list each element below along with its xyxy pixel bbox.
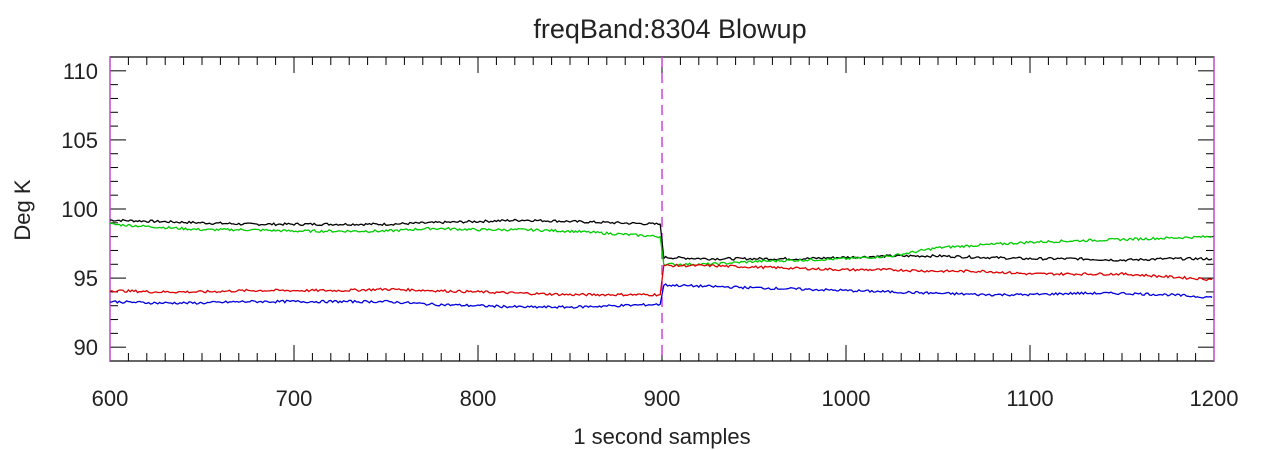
y-tick-label: 90 (74, 335, 98, 360)
x-tick-label: 1000 (822, 386, 871, 411)
y-tick-label: 110 (63, 59, 98, 84)
plot-area: 90 95 100 105 110 600 700 800 900 1000 1100 1200 (61, 56, 1239, 411)
series-line-1 (109, 218, 1213, 262)
x-tick-label: 1200 (1190, 386, 1239, 411)
x-tick-label: 800 (460, 386, 497, 411)
y-tick-label: 105 (61, 128, 98, 153)
x-tick-label: 600 (92, 386, 129, 411)
chart-title: freqBand:8304 Blowup (533, 14, 806, 44)
y-tick-label: 100 (61, 197, 98, 222)
x-axis-label: 1 second samples (573, 424, 750, 449)
x-tick-label: 1100 (1006, 386, 1053, 411)
series-line-4 (109, 283, 1213, 310)
x-tick-label: 700 (276, 386, 313, 411)
x-tick-label: 900 (644, 386, 681, 411)
y-axis-label: Deg K (10, 179, 35, 240)
series-line-3 (109, 263, 1213, 297)
y-tick-label: 95 (74, 266, 98, 291)
series-line-2 (109, 222, 1213, 267)
